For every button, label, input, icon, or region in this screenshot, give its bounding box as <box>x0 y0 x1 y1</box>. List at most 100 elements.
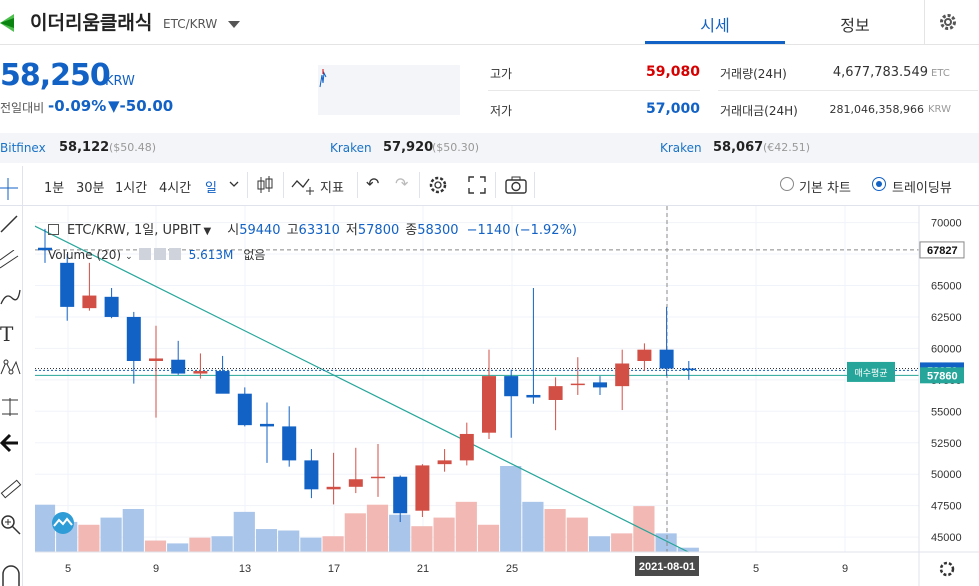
volume-bar <box>233 511 255 552</box>
exchange-usd: ($50.48) <box>109 141 157 154</box>
candle-body <box>304 460 319 490</box>
collapse-icon[interactable] <box>48 224 59 235</box>
pair-label: ETC/KRW <box>163 17 218 31</box>
y-tick-label: 47500 <box>931 501 962 513</box>
close-icon[interactable] <box>168 248 181 260</box>
chart-toolbar <box>0 166 979 206</box>
y-tick-label: 45000 <box>931 532 962 544</box>
price-chart[interactable]: 4500047500500005250055000575006000062500… <box>35 206 979 586</box>
exchange-price: 58,122 <box>59 140 110 155</box>
volume-bar <box>167 543 189 552</box>
price-tag-label: 57860 <box>927 370 958 382</box>
chevron-down-icon[interactable] <box>228 21 240 28</box>
magnet-icon[interactable] <box>0 564 22 586</box>
basic-chart-label: 기본 차트 <box>799 181 851 196</box>
high-label: 고가 <box>490 67 513 81</box>
x-tick-label: 9 <box>153 563 159 575</box>
zoom-in-icon[interactable] <box>0 514 22 536</box>
tab-info[interactable]: 정보 <box>840 16 870 35</box>
visibility-icon[interactable] <box>138 248 151 260</box>
price-tag-label: 67827 <box>927 245 958 257</box>
crosshair-date-label: 2021-08-01 <box>639 561 695 573</box>
interval-1m[interactable]: 1분 <box>44 181 65 196</box>
y-tick-label: 65000 <box>931 280 962 292</box>
gear-icon[interactable] <box>938 12 958 32</box>
price-tag <box>920 367 964 384</box>
candle-body <box>615 363 630 387</box>
indicator-icon[interactable] <box>291 175 317 195</box>
candle-body <box>215 371 230 394</box>
undo-icon[interactable]: ↶ <box>366 174 380 193</box>
change-rate: -0.09% <box>48 97 107 115</box>
candle-body <box>260 423 274 427</box>
divider <box>419 172 420 198</box>
arrow-left-icon[interactable] <box>0 432 22 454</box>
candle-body <box>326 486 341 490</box>
interval-1d[interactable]: 일 <box>205 181 217 196</box>
volume-bar <box>389 514 411 552</box>
measure-icon[interactable] <box>0 396 22 418</box>
chevron-down-icon[interactable]: ▼ <box>203 226 212 237</box>
candle-body <box>38 247 52 251</box>
x-tick-label: 21 <box>417 563 429 575</box>
interval-1h[interactable]: 1시간 <box>115 181 148 196</box>
coin-name: 이더리움클래식 <box>30 12 153 34</box>
candle-body <box>348 479 363 487</box>
y-tick-label: 52500 <box>931 438 962 450</box>
settings-icon[interactable] <box>428 175 448 195</box>
trend-line-icon[interactable] <box>0 212 22 234</box>
basic-chart-radio[interactable] <box>780 177 794 191</box>
volume-bar <box>122 509 144 552</box>
tradingview-radio[interactable] <box>872 177 886 191</box>
price-unit: KRW <box>105 74 135 89</box>
interval-30m[interactable]: 30분 <box>76 181 105 196</box>
volume-bar <box>300 537 322 552</box>
volume-bar <box>144 540 167 552</box>
crosshair-icon[interactable] <box>0 178 22 200</box>
candle-body <box>393 476 408 514</box>
crosshair-date-tag <box>635 556 699 576</box>
indicator-button[interactable]: 지표 <box>320 181 344 196</box>
y-tick-label: 70000 <box>931 218 962 230</box>
settings-icon[interactable] <box>153 248 166 260</box>
camera-icon[interactable] <box>505 176 527 194</box>
close-label: 종 <box>405 223 418 238</box>
candle-body <box>237 393 252 426</box>
parallel-channel-icon[interactable] <box>0 250 22 272</box>
volume-extra: 없음 <box>243 248 266 262</box>
exchange-eur: (€42.51) <box>763 141 811 154</box>
ruler-icon[interactable] <box>0 478 22 500</box>
avg-price-badge <box>847 361 895 382</box>
candle-body <box>548 386 563 400</box>
interval-4h[interactable]: 4시간 <box>159 181 192 196</box>
redo-icon[interactable]: ↷ <box>395 174 409 193</box>
divider <box>0 44 979 45</box>
volume-bar <box>344 513 366 552</box>
exchange-price: 58,067 <box>713 140 764 155</box>
volume-bar <box>411 526 433 552</box>
candle-body <box>659 349 674 369</box>
text-tool-icon[interactable]: T <box>0 322 14 346</box>
volume-bar <box>522 501 544 552</box>
tab-price[interactable]: 시세 <box>700 16 730 35</box>
chevron-down-icon[interactable]: ⌄ <box>125 252 133 262</box>
x-tick-label: 9 <box>842 563 848 575</box>
close-value: 58300 <box>417 223 459 238</box>
chevron-down-icon[interactable] <box>229 180 239 188</box>
exchange-name: Bitfinex <box>0 141 46 155</box>
y-tick-label: 62500 <box>931 312 962 324</box>
divider <box>357 172 358 198</box>
brush-icon[interactable] <box>0 286 22 308</box>
divider <box>247 172 248 198</box>
candles-icon[interactable] <box>256 175 274 195</box>
divider <box>283 172 284 198</box>
pattern-icon[interactable] <box>0 358 22 380</box>
y-tick-label: 55000 <box>931 406 962 418</box>
gear-icon[interactable] <box>939 561 955 577</box>
candle-body <box>637 349 652 361</box>
volume-bar <box>78 524 100 552</box>
high-value: 59,080 <box>645 64 700 80</box>
fullscreen-icon[interactable] <box>468 176 486 194</box>
high-value: 63310 <box>298 223 340 238</box>
low-value: 57,000 <box>645 101 700 117</box>
